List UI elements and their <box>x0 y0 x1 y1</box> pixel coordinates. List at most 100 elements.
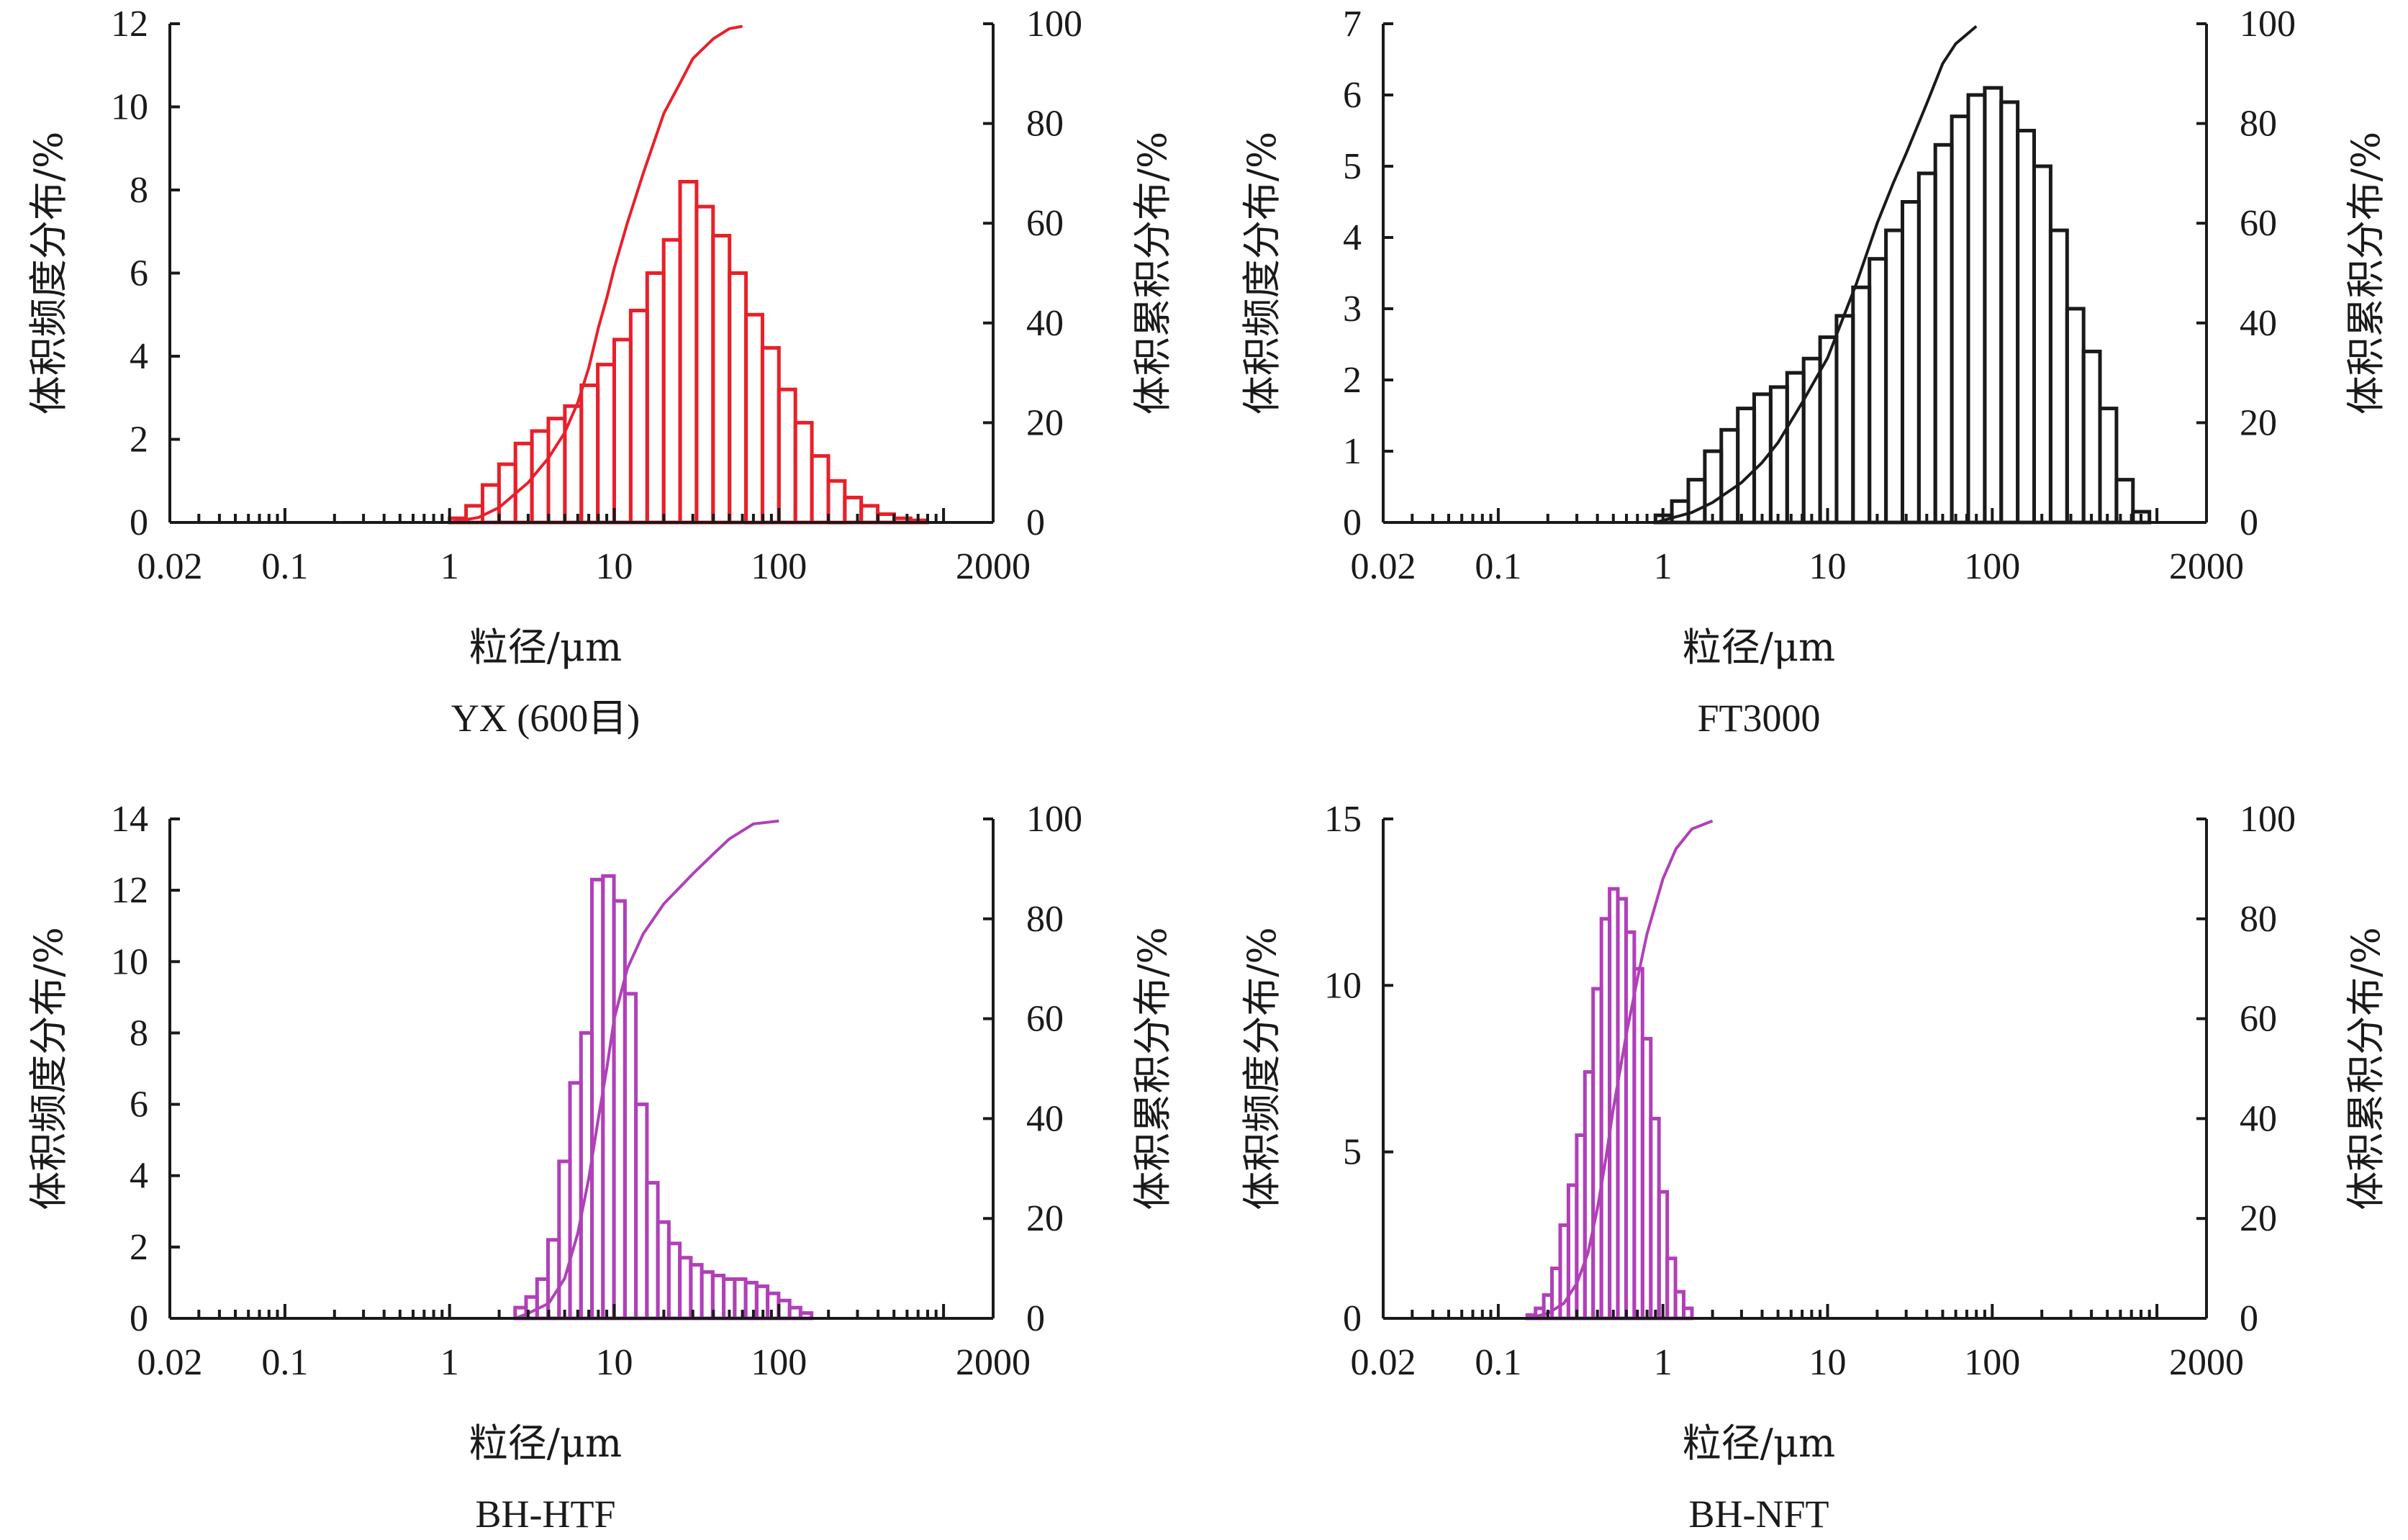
chart-panel-2: 0.02 0.1 1 10 100 200001234567020406080100体积频… <box>1239 4 2389 740</box>
x-tick-label: 100 <box>1964 546 2020 587</box>
y2-tick-label: 0 <box>1026 502 1045 543</box>
x-tick-label: 1 <box>440 546 459 587</box>
x-tick-label: 0.1 <box>261 1342 308 1383</box>
histogram-bar <box>612 338 633 525</box>
y2-axis-title: 体积累积分布/% <box>2343 132 2389 415</box>
y2-axis-title: 体积累积分布/% <box>2343 927 2389 1210</box>
x-axis-title: 粒径/μm <box>469 625 623 670</box>
y2-tick-label: 80 <box>2240 899 2277 940</box>
x-tick-label: 100 <box>751 1342 807 1383</box>
y-tick-label: 0 <box>130 1298 148 1339</box>
y2-tick-label: 20 <box>2240 402 2277 443</box>
x-tick-label: 2000 <box>2169 546 2244 587</box>
x-tick-label: 100 <box>751 546 807 587</box>
y2-tick-label: 40 <box>1026 303 1064 344</box>
histogram-bar <box>645 271 666 525</box>
histogram-bar <box>1834 314 1855 525</box>
y-tick-label: 0 <box>130 502 148 543</box>
x-axis-title: 粒径/μm <box>1683 625 1836 670</box>
histogram-bar <box>728 271 748 525</box>
y-tick-label: 2 <box>130 1227 148 1268</box>
y-tick-label: 10 <box>1324 965 1362 1006</box>
histogram-bar <box>579 383 600 525</box>
chart-panel-3: 0.02 0.1 1 10 100 200002468101214020406080100… <box>26 799 1175 1536</box>
histogram-bar <box>1999 100 2020 525</box>
histogram-bar <box>1950 114 1970 525</box>
y-tick-label: 8 <box>130 170 148 211</box>
histogram-bar <box>1736 407 1757 525</box>
histogram-bar <box>826 479 847 525</box>
histogram-bar <box>2081 349 2102 525</box>
histogram-bar <box>1686 478 1707 525</box>
histogram-bar <box>1785 371 1806 525</box>
x-tick-label: 0.02 <box>137 546 203 587</box>
x-tick-label: 0.02 <box>137 1342 203 1383</box>
y2-tick-label: 100 <box>1026 799 1082 840</box>
histogram-bar <box>1719 427 1740 525</box>
histogram-bar <box>760 345 781 525</box>
x-tick-label: 100 <box>1964 1342 2020 1383</box>
y2-tick-label: 40 <box>2240 303 2277 344</box>
x-tick-label: 0.02 <box>1351 1342 1416 1383</box>
y2-tick-label: 0 <box>2240 1298 2258 1339</box>
histogram-bar <box>694 204 715 525</box>
y-tick-label: 0 <box>1343 1298 1362 1339</box>
histogram-bar <box>678 180 699 525</box>
x-tick-label: 0.1 <box>1475 546 1521 587</box>
y2-tick-label: 60 <box>2240 999 2277 1040</box>
y-tick-label: 15 <box>1324 799 1362 840</box>
cumulative-curve <box>515 819 779 1320</box>
histogram-bar <box>1670 499 1690 525</box>
y-tick-label: 4 <box>130 1156 148 1197</box>
y2-tick-label: 20 <box>1026 402 1064 443</box>
histogram-bar <box>1752 392 1773 525</box>
x-tick-label: 2000 <box>2169 1342 2244 1383</box>
y-tick-label: 12 <box>111 870 148 911</box>
y-tick-label: 6 <box>1343 75 1362 116</box>
y-tick-label: 7 <box>1343 4 1362 45</box>
histogram-bar <box>497 462 517 525</box>
histogram-bar <box>2065 307 2086 525</box>
y-axis-title: 体积频度分布/% <box>1239 927 1285 1210</box>
cumulative-curve <box>1526 819 1714 1320</box>
y2-tick-label: 100 <box>1026 4 1082 45</box>
histogram-bar <box>810 454 830 525</box>
x-tick-label: 10 <box>596 546 633 587</box>
x-tick-label: 1 <box>1654 1342 1673 1383</box>
y2-tick-label: 60 <box>1026 999 1064 1040</box>
histogram-bar <box>628 309 649 525</box>
histogram-bar <box>1983 86 2004 525</box>
y2-tick-label: 80 <box>1026 104 1064 145</box>
histogram-bar <box>2016 129 2037 525</box>
x-tick-label: 0.1 <box>1475 1342 1521 1383</box>
histogram-bar <box>661 237 682 525</box>
y-tick-label: 10 <box>111 941 148 982</box>
y-tick-label: 10 <box>111 87 148 128</box>
chart-caption: YX (600目) <box>451 697 640 740</box>
y2-tick-label: 20 <box>1026 1198 1064 1239</box>
y2-tick-label: 0 <box>1026 1298 1045 1339</box>
y2-axis-title: 体积累积分布/% <box>1130 927 1175 1210</box>
cumulative-curve <box>449 24 743 524</box>
histogram-bar <box>859 504 880 525</box>
y2-tick-label: 40 <box>2240 1098 2277 1139</box>
y-axis-title: 体积频度分布/% <box>26 927 71 1210</box>
chart-caption: BH-NFT <box>1688 1493 1829 1536</box>
cumulative-curve <box>1655 24 1978 524</box>
histogram-bar <box>1851 285 1872 525</box>
histogram-bar <box>1933 142 1954 525</box>
histogram-bar <box>1884 228 1905 525</box>
y2-tick-label: 80 <box>1026 899 1064 940</box>
y2-tick-label: 100 <box>2240 799 2296 840</box>
x-axis-title: 粒径/μm <box>469 1421 623 1466</box>
y-tick-label: 6 <box>130 253 148 294</box>
x-tick-label: 0.02 <box>1351 546 1416 587</box>
y-tick-label: 1 <box>1343 431 1362 472</box>
histogram-bar <box>744 312 764 525</box>
histogram-bar <box>481 483 501 525</box>
y-tick-label: 14 <box>111 799 148 840</box>
chart-caption: BH-HTF <box>475 1493 615 1536</box>
y2-tick-label: 80 <box>2240 104 2277 145</box>
histogram-bar <box>1682 1306 1694 1321</box>
